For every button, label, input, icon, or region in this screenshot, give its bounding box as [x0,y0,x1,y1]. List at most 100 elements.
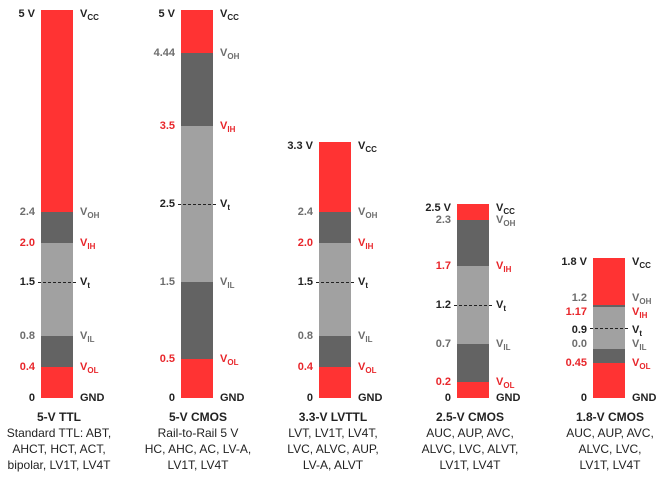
level-name-main: V [358,360,366,373]
level-name-main: V [358,236,366,249]
bar-segment-red [181,359,213,398]
level-name-il: VIL [220,275,234,290]
level-name-subscript: IH [639,311,648,321]
level-name-subscript: IL [365,334,373,344]
level-name-main: V [496,337,504,350]
level-name-main: V [80,360,88,373]
level-name-subscript: CC [227,13,239,22]
column-device-list-line: ALVC, LVC, [578,442,642,456]
bar-segment-light [181,126,213,282]
threshold-dashed-line [590,328,628,330]
level-name-main: V [358,139,366,152]
bar-segment-red [593,363,625,398]
level-name-main: V [496,260,504,273]
level-name-oh: VOH [220,47,240,62]
level-name-main: V [496,202,504,214]
level-name-subscript: OH [87,210,100,220]
level-value-cc: 2.5 V [425,202,451,214]
level-value-ih: 2.0 [19,236,35,249]
level-name-cc: VCC [80,8,99,22]
level-name-oh: VOH [80,205,100,220]
level-name-subscript: OH [503,218,516,228]
level-name-main: V [632,324,640,337]
bar-segment-dark [319,211,351,243]
level-name-main: V [80,236,88,249]
level-name-main: V [358,329,366,342]
level-value-ih: 1.17 [565,306,587,319]
bar-segment-red [41,10,73,212]
column-caption: 1.8-V CMOS AUC, AUP, AVC, ALVC, LVC, LV1T, … [550,409,656,473]
level-name-cc: VCC [220,8,239,22]
bar-segment-light [319,242,351,336]
level-name-gnd: GND [632,392,656,404]
level-value-gnd: 0 [168,392,175,404]
level-name-il: VIL [632,338,647,353]
level-name-subscript: t [87,280,91,290]
level-name-main: V [220,8,228,20]
level-value-il: 1.5 [159,275,175,288]
column-device-list-line: ALVC, LVC, ALVT, [421,442,519,456]
column-caption: 2.5-V CMOS AUC, AUP, AVC, ALVC, LVC, ALVT,… [410,409,530,473]
level-name-subscript: OH [227,52,240,62]
column-device-list-line: LV1T, LV4T [579,458,641,472]
level-name-main: V [632,306,640,319]
column-title: 1.8-V CMOS [575,410,644,424]
bar-segment-dark [41,211,73,243]
column-device-list-line: AUC, AUP, AVC, [426,426,514,440]
level-name-t: Vt [80,275,91,290]
level-name-subscript: OL [503,381,515,391]
level-name-main: V [632,291,640,304]
level-name-subscript: OH [639,296,652,306]
column-device-list-line: HC, AHC, AC, LV-A, [144,442,252,456]
level-value-ih: 1.7 [435,260,451,273]
level-name-subscript: OL [87,365,99,375]
level-name-main: V [220,198,228,210]
level-name-main: V [220,47,228,60]
level-name-main: V [496,298,504,311]
level-name-subscript: t [503,303,507,313]
level-value-ol: 0.5 [159,353,175,366]
level-value-oh: 2.4 [19,205,35,218]
level-value-cc: 1.8 V [561,256,587,269]
level-value-ol: 0.45 [565,357,587,370]
level-value-cc: 5 V [18,8,35,20]
level-name-subscript: IL [87,334,95,344]
level-name-subscript: OL [365,365,377,375]
bar-segment-dark [41,335,73,367]
level-value-oh: 1.2 [571,291,587,304]
bar-segment-red [319,141,351,212]
column-device-list-line: bipolar, LV1T, LV4T [7,458,111,472]
level-name-subscript: IL [639,343,647,353]
level-name-ih: VIH [632,306,648,321]
level-name-subscript: IL [503,342,511,352]
column-caption: 3.3-V LVTTL LVT, LV1T, LV4T, LVC, ALVC, AU… [273,409,393,473]
level-name-subscript: IH [87,241,96,251]
level-name-main: V [80,329,88,342]
column-device-list-line: AHCT, HCT, ACT, [12,442,106,456]
column-title: 3.3-V LVTTL [298,410,368,424]
bar-segment-red [593,258,625,305]
bar-segment-dark [319,335,351,367]
level-name-subscript: IH [365,241,374,251]
level-value-cc: 3.3 V [287,139,313,152]
column-caption: 5-V CMOS Rail-to-Rail 5 V HC, AHC, AC, LV-… [138,409,258,473]
column-title: 5-V CMOS [168,410,227,424]
level-name-main: V [80,205,88,218]
bar-segment-dark [457,343,489,383]
level-name-ol: VOL [358,360,377,375]
bar-segment-dark [181,53,213,127]
bar-segment-dark [181,281,213,360]
column-device-list-line: Standard TTL: ABT, [6,426,112,440]
level-name-cc: VCC [496,202,515,216]
level-name-main: GND [496,392,521,404]
level-value-ol: 0.2 [435,376,451,389]
level-name-gnd: GND [358,392,382,404]
level-name-main: V [220,275,228,288]
bar-segment-dark [593,349,625,364]
level-value-gnd: 0 [580,392,587,404]
level-value-ih: 3.5 [159,120,175,133]
level-name-subscript: OL [639,362,651,372]
level-value-il: 0.8 [297,329,313,342]
level-name-main: V [80,275,88,288]
level-name-subscript: t [639,329,643,339]
